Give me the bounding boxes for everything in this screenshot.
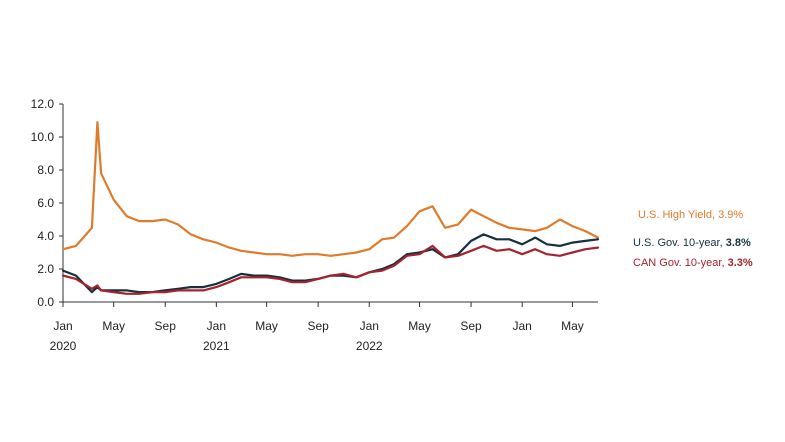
y-tick-label: 2.0: [37, 262, 54, 276]
x-tick-label: Jan: [512, 319, 531, 333]
legend-value: 3.3%: [727, 257, 753, 269]
y-tick-label: 12.0: [31, 97, 55, 111]
y-tick-label: 0.0: [37, 295, 54, 309]
x-tick-label: Sep: [307, 319, 329, 333]
legend-name: U.S. High Yield: [638, 209, 712, 221]
x-tick-label: Jan: [207, 319, 226, 333]
series-line-1: [61, 233, 600, 294]
series-line-2: [61, 244, 600, 295]
legend-can-gov-10-year: CAN Gov. 10-year, 3.3%: [633, 257, 753, 269]
y-axis: 0.0 2.0 4.0 6.0 8.0 10.0 12.0: [31, 97, 64, 309]
x-tick-year-label: 2021: [203, 339, 230, 353]
legend-us-high-yield: U.S. High Yield, 3.9%: [638, 209, 744, 221]
x-tick-label: Jan: [53, 319, 72, 333]
series-line-0: [61, 121, 600, 257]
series-layer: [61, 121, 600, 295]
x-tick-label: Sep: [155, 319, 177, 333]
legend-us-gov-10-year: U.S. Gov. 10-year, 3.8%: [633, 237, 751, 249]
x-tick-label: May: [561, 319, 584, 333]
x-tick-year-label: 2022: [356, 339, 383, 353]
y-tick-label: 10.0: [31, 130, 55, 144]
x-tick-label: Sep: [460, 319, 482, 333]
x-tick-label: May: [102, 319, 125, 333]
x-tick-label: Jan: [360, 319, 379, 333]
x-axis: Jan 2020 May Sep Jan 2021 May Sep Jan 2022 May Sep J…: [50, 301, 598, 353]
legend-value: 3.8%: [725, 237, 751, 249]
x-tick-label: May: [255, 319, 278, 333]
y-tick-label: 8.0: [37, 163, 54, 177]
legend-value: 3.9%: [718, 209, 744, 221]
x-tick-label: May: [408, 319, 431, 333]
legend-name: U.S. Gov. 10-year: [633, 237, 720, 249]
x-tick-year-label: 2020: [50, 339, 77, 353]
legend-name: CAN Gov. 10-year: [633, 257, 722, 269]
y-tick-label: 4.0: [37, 229, 54, 243]
y-tick-label: 6.0: [37, 196, 54, 210]
